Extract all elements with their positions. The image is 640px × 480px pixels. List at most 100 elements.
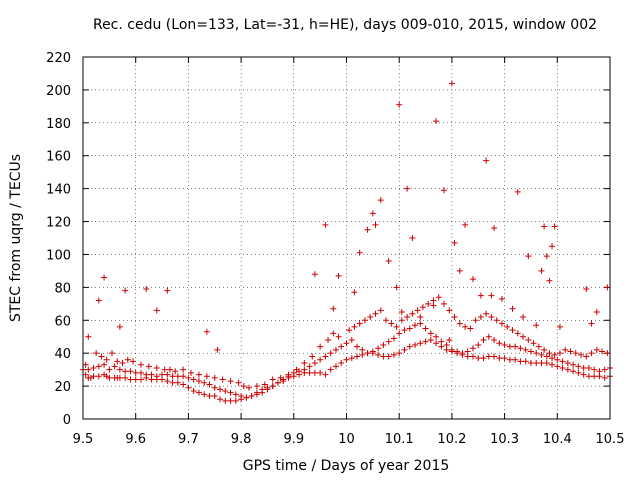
- data-point: [227, 397, 234, 404]
- data-point: [467, 325, 474, 332]
- data-point: [520, 333, 527, 340]
- data-point: [332, 363, 339, 370]
- data-point: [406, 325, 413, 332]
- data-point: [348, 355, 355, 362]
- data-point: [506, 356, 513, 363]
- data-point: [227, 378, 234, 385]
- data-point: [90, 364, 97, 371]
- data-point: [332, 346, 339, 353]
- y-tick-label: 20: [54, 380, 71, 395]
- data-point: [485, 333, 492, 340]
- data-point: [359, 346, 366, 353]
- data-point: [469, 353, 476, 360]
- data-point: [409, 235, 416, 241]
- data-point: [122, 287, 129, 294]
- data-point: [522, 358, 529, 365]
- data-point: [119, 360, 126, 367]
- data-point: [549, 361, 556, 368]
- data-point: [599, 348, 606, 355]
- data-point: [348, 337, 355, 344]
- data-point: [206, 381, 213, 388]
- data-point: [409, 310, 416, 317]
- data-point: [517, 345, 524, 352]
- data-point: [575, 369, 582, 376]
- data-point: [430, 302, 437, 309]
- data-point: [180, 366, 187, 373]
- data-point: [454, 348, 461, 355]
- data-point: [338, 343, 345, 350]
- data-point: [533, 322, 540, 329]
- data-point: [393, 284, 400, 291]
- data-point: [190, 388, 197, 395]
- data-point: [562, 346, 569, 353]
- data-point: [580, 364, 587, 371]
- data-point: [491, 353, 498, 360]
- y-tick-label: 120: [46, 216, 71, 231]
- data-point: [153, 307, 160, 314]
- data-point: [253, 389, 260, 396]
- data-point: [509, 305, 516, 312]
- data-point: [361, 317, 368, 324]
- data-point: [82, 371, 89, 378]
- data-point: [593, 309, 600, 316]
- data-point: [301, 360, 308, 367]
- data-point: [354, 353, 361, 360]
- data-point: [317, 356, 324, 363]
- data-point: [520, 313, 527, 320]
- data-point: [527, 348, 534, 355]
- data-point: [377, 307, 384, 314]
- data-point: [469, 276, 476, 283]
- data-point: [417, 313, 424, 320]
- data-point: [559, 358, 566, 365]
- data-point: [475, 355, 482, 362]
- data-point: [514, 188, 521, 195]
- data-point: [153, 364, 160, 371]
- data-point: [217, 386, 224, 393]
- y-tick-label: 140: [46, 183, 71, 198]
- data-point: [469, 345, 476, 352]
- data-point: [462, 221, 469, 228]
- data-point: [570, 368, 577, 375]
- data-point: [591, 366, 598, 373]
- data-point: [572, 350, 579, 357]
- data-point: [106, 374, 113, 381]
- data-point: [522, 346, 529, 353]
- data-point: [427, 337, 434, 344]
- data-point: [570, 361, 577, 368]
- data-point: [491, 337, 498, 344]
- data-point: [85, 366, 92, 373]
- data-point: [325, 337, 332, 344]
- data-point: [148, 371, 155, 378]
- data-point: [422, 325, 429, 332]
- data-point: [412, 341, 419, 348]
- data-point: [274, 379, 281, 386]
- data-point: [122, 368, 129, 375]
- data-point: [195, 378, 202, 385]
- data-point: [419, 304, 426, 311]
- data-point: [351, 323, 358, 330]
- data-point: [356, 320, 363, 327]
- data-point: [483, 157, 490, 164]
- data-point: [501, 355, 508, 362]
- data-point: [137, 369, 144, 376]
- data-point: [311, 369, 318, 376]
- data-point: [132, 369, 139, 376]
- data-point: [546, 277, 553, 284]
- data-point: [114, 358, 121, 365]
- data-point: [166, 366, 173, 373]
- data-point: [103, 356, 110, 363]
- data-point: [211, 374, 218, 381]
- data-point: [535, 343, 542, 350]
- data-point: [203, 328, 210, 335]
- y-tick-label: 100: [46, 248, 71, 263]
- x-tick-label: 9.9: [283, 432, 304, 447]
- y-tick-label: 0: [63, 413, 71, 428]
- data-point: [269, 376, 276, 383]
- data-point: [556, 350, 563, 357]
- data-point: [538, 360, 545, 367]
- data-point: [235, 379, 242, 386]
- data-point: [488, 313, 495, 320]
- data-point: [512, 356, 519, 363]
- data-point: [164, 371, 171, 378]
